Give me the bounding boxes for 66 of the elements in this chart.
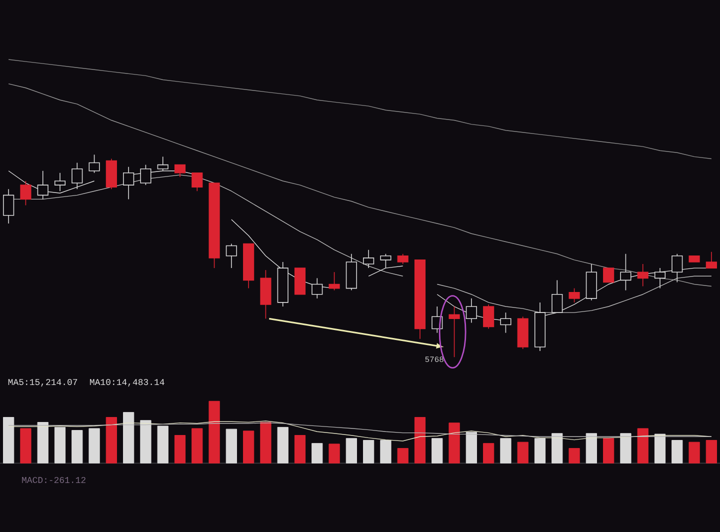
bar — [328, 444, 340, 464]
bar — [106, 417, 117, 464]
candlestick — [483, 304, 494, 330]
bar — [208, 400, 220, 464]
bar — [226, 428, 237, 464]
bar — [123, 412, 134, 464]
bar — [448, 422, 460, 464]
bar — [672, 440, 683, 464]
bar — [157, 426, 168, 464]
bar — [88, 428, 100, 464]
candlestick — [552, 280, 563, 313]
bar — [3, 417, 14, 464]
candlestick — [312, 278, 323, 299]
bar — [534, 438, 546, 464]
bar — [260, 422, 272, 464]
bar — [20, 428, 32, 464]
bar — [174, 435, 186, 464]
candlestick — [637, 264, 648, 287]
bar — [243, 430, 254, 464]
text: MA10:14,483.14 — [90, 378, 164, 387]
bar — [500, 438, 512, 464]
candlestick — [568, 288, 580, 303]
candlestick — [380, 253, 392, 268]
candlestick — [88, 154, 100, 174]
bar — [654, 434, 666, 464]
candlestick — [226, 243, 237, 268]
text: MA5:15,214.07 — [8, 378, 78, 387]
bar — [192, 428, 203, 464]
text: MACD:-261.12 — [22, 476, 86, 484]
candlestick — [620, 253, 632, 291]
candlestick — [3, 188, 14, 224]
candlestick — [448, 306, 460, 358]
bar — [688, 442, 700, 464]
bar — [312, 443, 323, 464]
candlestick — [328, 272, 340, 291]
bar — [72, 430, 83, 464]
bar — [586, 433, 597, 464]
bar — [140, 420, 152, 464]
bar — [620, 433, 632, 464]
bar — [603, 438, 614, 464]
bar — [706, 440, 717, 464]
candlestick — [192, 172, 203, 192]
candlestick — [363, 249, 374, 268]
bar — [54, 426, 66, 464]
bar — [466, 432, 477, 464]
bar — [414, 417, 426, 464]
bar — [363, 440, 374, 464]
bar — [432, 438, 443, 464]
candlestick — [654, 268, 666, 289]
candlestick — [672, 253, 683, 283]
bar — [552, 433, 563, 464]
candlestick — [20, 180, 32, 206]
candlestick — [174, 164, 186, 178]
candlestick — [706, 251, 717, 268]
bar — [517, 442, 528, 464]
candlestick — [603, 268, 614, 283]
bar — [37, 422, 48, 464]
bar — [346, 438, 357, 464]
bar — [277, 426, 288, 464]
bar — [568, 448, 580, 464]
bar — [294, 435, 306, 464]
bar — [397, 448, 408, 464]
bar — [380, 440, 392, 464]
candlestick — [397, 253, 408, 264]
bar — [637, 428, 648, 464]
bar — [483, 443, 494, 464]
